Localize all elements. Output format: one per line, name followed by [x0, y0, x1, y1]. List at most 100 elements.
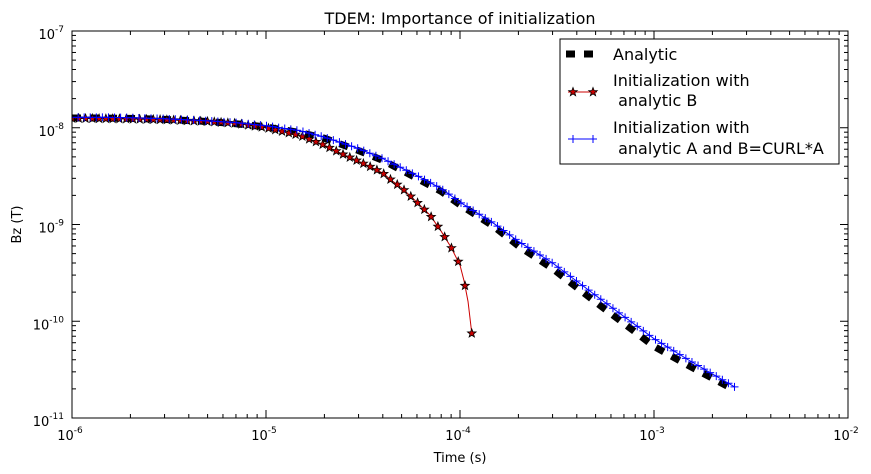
series-marker-plus — [250, 120, 259, 129]
series-marker-star — [310, 136, 322, 147]
series-marker-plus — [365, 149, 374, 158]
legend-box — [559, 38, 840, 165]
series-marker-plus — [298, 127, 307, 136]
y-tick-label: 10-7 — [38, 25, 64, 43]
series-marker-plus — [323, 134, 332, 143]
legend-plus-marker — [569, 135, 577, 143]
y-tick-label: 10-11 — [33, 412, 64, 430]
x-tick-label: 10-5 — [251, 426, 277, 444]
series-marker-plus — [432, 182, 441, 191]
legend-label-analytic-b: Initialization with analytic B — [613, 71, 750, 110]
series-marker-plus — [305, 129, 314, 138]
series-marker-plus — [377, 154, 386, 163]
series-marker-plus — [694, 361, 703, 370]
x-tick-label: 10-6 — [57, 426, 83, 444]
series-marker-plus — [238, 119, 247, 128]
legend-plus-marker — [589, 135, 597, 143]
series-marker-plus — [329, 136, 338, 145]
series-marker-plus — [286, 125, 295, 134]
series-marker-plus — [596, 295, 605, 304]
series-marker-plus — [633, 322, 642, 331]
series-marker-plus — [590, 290, 599, 299]
series-marker-plus — [608, 304, 617, 313]
series-marker-plus — [511, 235, 520, 244]
series-marker-plus — [420, 175, 429, 184]
series-marker-plus — [475, 210, 484, 219]
series-marker-plus — [353, 144, 362, 153]
series-marker-plus — [566, 272, 575, 281]
series-3 — [72, 113, 739, 391]
tick-labels: 10-6 10-5 10-4 10-3 10-2 10-11 10-10 10-9 10-8 10… — [33, 25, 859, 444]
series-marker-plus — [657, 339, 666, 348]
series-marker-plus — [529, 247, 538, 256]
series-marker-plus — [706, 368, 715, 377]
series-marker-plus — [438, 185, 447, 194]
series-marker-plus — [663, 343, 672, 352]
series-marker-plus — [602, 299, 611, 308]
series-marker-plus — [523, 243, 532, 252]
series-marker-star — [337, 148, 349, 159]
series-marker-plus — [505, 230, 514, 239]
series-marker-star — [398, 184, 410, 195]
series-marker-plus — [542, 254, 551, 263]
series-marker-star — [432, 220, 444, 232]
series-marker-plus — [384, 157, 393, 166]
series-marker-plus — [669, 346, 678, 355]
series-marker-plus — [487, 217, 496, 226]
legend-label-analytic-a: Initialization with analytic A and B=CUR… — [613, 118, 824, 158]
series-marker-plus — [408, 169, 417, 178]
series-marker-plus — [554, 263, 563, 272]
series-marker-plus — [444, 190, 453, 199]
series-marker-plus — [645, 331, 654, 340]
series-marker-plus — [396, 163, 405, 172]
series-marker-plus — [450, 194, 459, 203]
series-marker-plus — [280, 124, 289, 133]
series-marker-star — [324, 142, 335, 153]
series-marker-star — [364, 161, 376, 172]
y-tick-label: 10-9 — [38, 219, 64, 237]
series-marker-plus — [359, 146, 368, 155]
series-marker-plus — [469, 206, 478, 215]
series-marker-plus — [536, 251, 545, 260]
series-marker-plus — [390, 160, 399, 169]
series-marker-plus — [292, 126, 301, 135]
y-tick-label: 10-10 — [33, 315, 65, 333]
series-marker-plus — [517, 239, 526, 248]
plot-area — [71, 30, 849, 419]
series-marker-plus — [560, 267, 569, 276]
series-marker-star — [446, 242, 457, 253]
series-marker-plus — [627, 317, 636, 326]
series-marker-plus — [615, 308, 624, 317]
series-marker-plus — [584, 286, 593, 295]
series-marker-plus — [335, 138, 344, 147]
series-marker-plus — [730, 382, 739, 391]
series-marker-star — [378, 168, 390, 179]
series-marker-plus — [621, 313, 630, 322]
y-tick-label: 10-8 — [38, 122, 64, 140]
series-marker-plus — [481, 214, 490, 223]
series-marker-plus — [311, 130, 320, 139]
series-marker-plus — [687, 357, 696, 366]
series-layer — [72, 112, 739, 394]
series-marker-plus — [256, 121, 265, 130]
plot-frame — [71, 30, 849, 419]
series-marker-plus — [347, 142, 356, 151]
series-marker-plus — [578, 281, 587, 290]
series-marker-plus — [724, 379, 733, 388]
series-marker-plus — [675, 350, 684, 359]
series-marker-plus — [718, 375, 727, 384]
series-marker-plus — [493, 222, 502, 231]
series-marker-star — [371, 164, 383, 175]
series-marker-plus — [499, 226, 508, 235]
series-marker-star — [405, 190, 417, 201]
series-marker-star — [452, 255, 464, 267]
x-axis-label: Time (s) — [433, 451, 487, 466]
series-marker-star — [418, 203, 430, 215]
series-marker-star — [391, 178, 403, 190]
legend-label-analytic: Analytic — [613, 45, 677, 64]
series-marker-plus — [341, 140, 350, 149]
series-marker-star — [385, 173, 396, 184]
series-marker-plus — [548, 258, 557, 267]
series-marker-plus — [274, 123, 283, 132]
series-marker-star — [283, 127, 295, 138]
